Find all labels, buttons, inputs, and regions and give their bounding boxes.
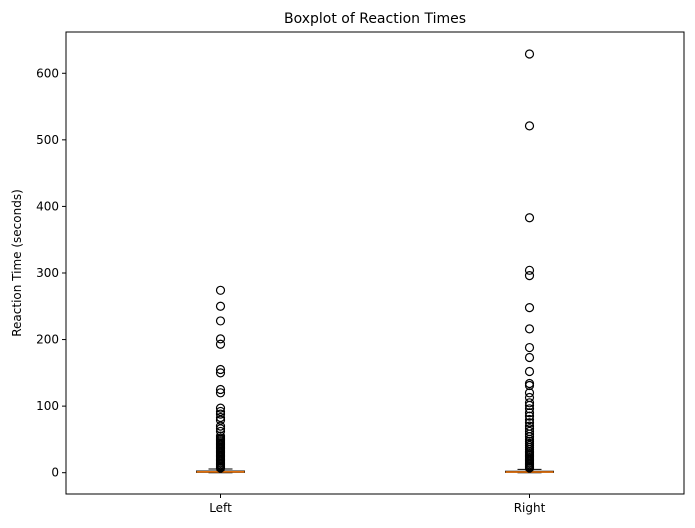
outlier-point [524, 429, 535, 439]
outlier-point [215, 384, 226, 395]
outlier-point [524, 414, 535, 425]
outlier-point [524, 404, 535, 414]
outlier-point [524, 408, 535, 418]
outlier-point [215, 403, 226, 413]
y-tick-label: 400 [36, 199, 59, 213]
y-tick-label: 600 [36, 66, 59, 80]
x-axis: Left Right [209, 494, 546, 515]
outlier-point [524, 303, 535, 313]
y-axis-label: Reaction Time (seconds) [10, 189, 24, 337]
outlier-point [524, 366, 535, 377]
outlier-point [215, 409, 226, 419]
outlier-point [524, 400, 535, 411]
outlier-point [524, 418, 535, 428]
outlier-point [215, 364, 226, 375]
outlier-point [524, 213, 535, 223]
outlier-point [524, 398, 535, 408]
x-tick-label-right: Right [514, 501, 546, 515]
box-left [196, 285, 245, 474]
outlier-point [215, 406, 226, 417]
outlier-point [215, 388, 226, 398]
y-tick-label: 100 [36, 399, 59, 413]
outlier-point [524, 265, 535, 275]
outlier-point [215, 301, 226, 311]
outlier-point [215, 316, 226, 326]
outlier-point [524, 411, 535, 421]
box-series [196, 49, 554, 474]
chart-title: Boxplot of Reaction Times [284, 11, 466, 27]
y-axis: 0 100 200 300 400 500 600 [36, 66, 66, 480]
outlier-point [215, 368, 226, 378]
outlier-point [524, 380, 535, 391]
y-tick-label: 300 [36, 266, 59, 280]
outlier-point [524, 342, 535, 353]
outlier-point [524, 352, 535, 363]
outlier-point [524, 121, 535, 131]
outlier-point [524, 49, 535, 59]
outlier-point [524, 324, 535, 334]
x-tick-label-left: Left [209, 501, 232, 515]
outlier-point [215, 285, 226, 295]
outlier-point [215, 339, 226, 349]
outlier-point [215, 463, 226, 473]
y-tick-label: 500 [36, 133, 59, 147]
outlier-point [215, 412, 226, 423]
outlier-point [215, 424, 226, 434]
outlier-point [524, 271, 535, 281]
plot-area [65, 31, 685, 495]
outlier-point [215, 421, 226, 431]
y-tick-label: 200 [36, 333, 59, 347]
outlier-point [524, 463, 535, 473]
axes-frame [65, 31, 685, 495]
outlier-point [215, 334, 226, 344]
outlier-point [215, 415, 226, 425]
y-tick-label: 0 [51, 466, 59, 480]
outlier-point [524, 432, 535, 442]
outlier-point [524, 388, 535, 398]
box-right [505, 49, 554, 474]
